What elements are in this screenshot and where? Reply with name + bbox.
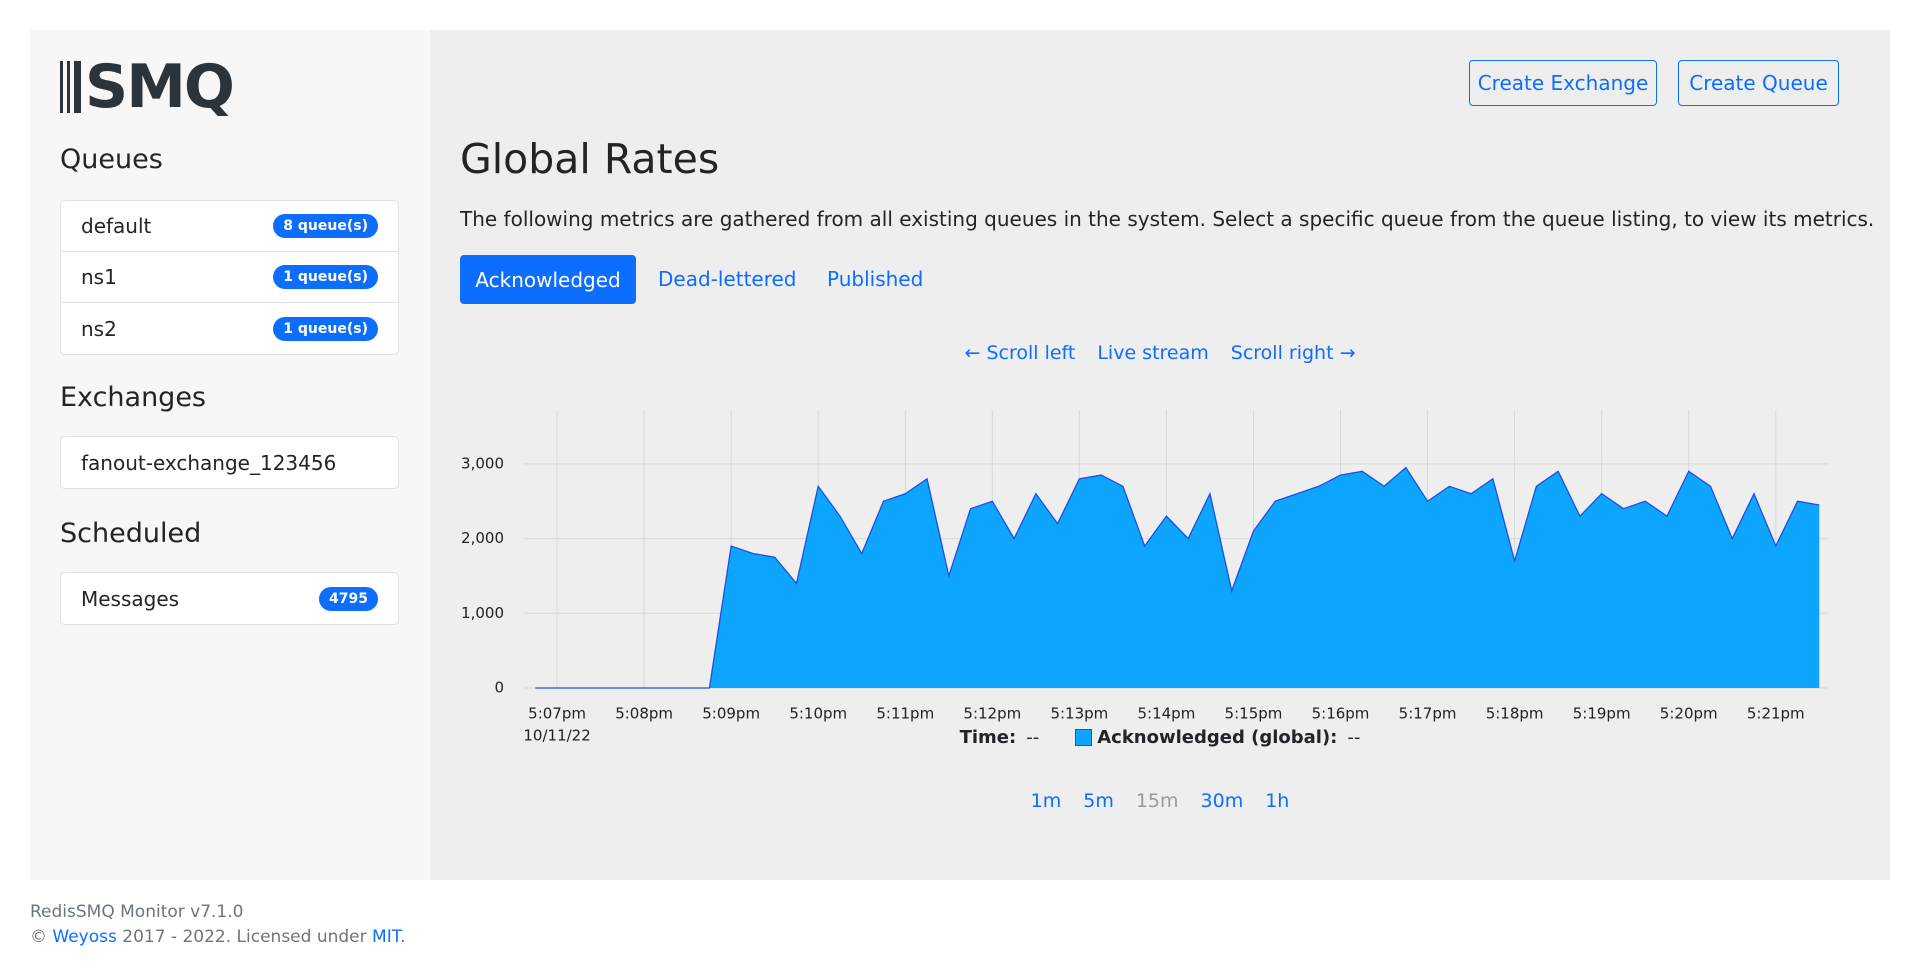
x-tick-label: 5:11pm: [876, 705, 934, 723]
queue-item[interactable]: default 8 queue(s): [61, 201, 398, 252]
badge: 1 queue(s): [273, 316, 378, 341]
scheduled-name: Messages: [81, 586, 180, 611]
footer-version: RedisSMQ Monitor v7.1.0: [30, 902, 244, 922]
badge: 1 queue(s): [273, 265, 378, 289]
main: Create Exchange Create Queue Global Rate…: [430, 30, 1890, 880]
x-tick-label: 5:18pm: [1486, 705, 1544, 723]
queue-item[interactable]: ns2 1 queue(s): [61, 303, 398, 354]
scheduled-heading: Scheduled: [60, 518, 202, 549]
scheduled-list: Messages 4795: [60, 572, 399, 625]
x-date-label: 10/11/22: [523, 727, 590, 745]
x-tick-label: 5:09pm: [702, 705, 760, 723]
create-queue-button[interactable]: Create Queue: [1678, 60, 1839, 106]
range[interactable]: 1m: [1030, 790, 1062, 812]
live-stream[interactable]: Live stream: [1097, 342, 1209, 364]
x-tick-label: 5:07pm: [528, 705, 586, 723]
create-exchange-button[interactable]: Create Exchange: [1469, 60, 1657, 106]
exchange-item[interactable]: fanout-exchange_123456: [61, 437, 398, 488]
queue-name: ns2: [81, 316, 117, 341]
badge: 8 queue(s): [273, 214, 378, 238]
x-tick-label: 5:19pm: [1573, 705, 1631, 723]
x-tick-label: 5:10pm: [789, 705, 847, 723]
y-tick-label: 3,000: [461, 454, 504, 472]
x-tick-label: 5:14pm: [1138, 705, 1196, 723]
footer-text: 2017 - 2022. Licensed under: [122, 927, 367, 947]
scroll-links: ← Scroll left Live stream Scroll right →: [430, 342, 1890, 364]
x-tick-label: 5:13pm: [1050, 705, 1108, 723]
logo[interactable]: SMQ: [60, 51, 235, 122]
range[interactable]: 5m: [1083, 790, 1114, 812]
x-tick-label: 5:16pm: [1312, 705, 1370, 723]
legend-series-name: Acknowledged (global):: [1097, 727, 1338, 748]
scheduled-item[interactable]: Messages 4795: [61, 573, 398, 624]
legend-swatch: [1075, 729, 1093, 746]
badge: 4795: [319, 586, 378, 611]
legend: Time: -- Acknowledged (global): --: [430, 727, 1890, 748]
queue-name: ns1: [81, 265, 117, 289]
scroll-left[interactable]: ← Scroll left: [964, 342, 1076, 364]
range[interactable]: 30m: [1200, 790, 1244, 812]
scroll-right[interactable]: Scroll right →: [1230, 342, 1356, 364]
author-link[interactable]: Weyoss: [52, 927, 117, 947]
x-tick-label: 5:17pm: [1399, 705, 1457, 723]
copyright-sign: ©: [30, 927, 47, 947]
exchanges-heading: Exchanges: [60, 382, 206, 413]
y-tick-label: 0: [494, 679, 504, 697]
x-tick-label: 5:08pm: [615, 705, 673, 723]
tab[interactable]: Published: [827, 267, 924, 291]
legend-value: --: [1347, 727, 1361, 748]
range-active: 15m: [1135, 790, 1179, 812]
x-tick-label: 5:20pm: [1660, 705, 1718, 723]
footer-end: .: [400, 927, 406, 947]
description: The following metrics are gathered from …: [460, 207, 1875, 231]
queue-list: default 8 queue(s) ns1 1 queue(s) ns2 1 que…: [60, 200, 399, 355]
x-tick-label: 5:15pm: [1225, 705, 1283, 723]
legend-time-label: Time:: [959, 727, 1017, 748]
x-tick-label: 5:21pm: [1747, 705, 1805, 723]
tab[interactable]: Dead-lettered: [658, 267, 797, 291]
heading: Global Rates: [460, 135, 720, 183]
range[interactable]: 1h: [1265, 790, 1290, 812]
footer-copyright: © Weyoss 2017 - 2022. Licensed under MIT…: [30, 927, 406, 947]
range-links: 1m 5m 15m 30m 1h: [430, 790, 1890, 812]
logo-text: SMQ: [85, 51, 235, 122]
x-tick-label: 5:12pm: [963, 705, 1021, 723]
chart: 0 1,000 2,000 3,000 5:07pm 5:08pm 5:09pm 5:10pm…: [461, 410, 1828, 745]
y-tick-label: 1,000: [461, 604, 504, 622]
exchange-name: fanout-exchange_123456: [81, 450, 337, 475]
license-link[interactable]: MIT: [372, 927, 401, 947]
queue-name: default: [81, 214, 152, 238]
queue-item[interactable]: ns1 1 queue(s): [61, 252, 398, 303]
sidebar: SMQ Queues default 8 queue(s) ns1 1 queue(…: [30, 30, 430, 880]
line: [535, 466, 1820, 689]
tab-active[interactable]: Acknowledged: [460, 255, 636, 304]
area: [535, 467, 1820, 688]
legend-time-value: --: [1026, 727, 1040, 748]
exchange-list: fanout-exchange_123456: [60, 436, 399, 489]
queues-heading: Queues: [60, 144, 163, 175]
y-tick-label: 2,000: [461, 529, 504, 547]
